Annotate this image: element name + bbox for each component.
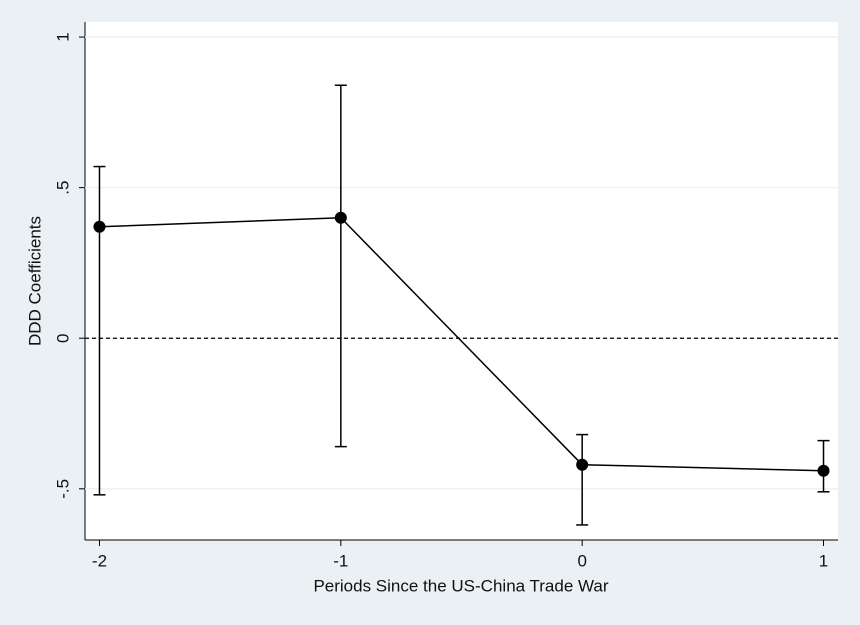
y-axis-title: DDD Coefficients xyxy=(25,216,44,346)
y-tick-label: .5 xyxy=(53,181,72,195)
data-point xyxy=(334,211,347,224)
x-tick-label: -2 xyxy=(92,551,107,570)
data-point xyxy=(93,220,106,233)
x-tick-label: -1 xyxy=(333,551,348,570)
series-line xyxy=(99,216,824,472)
x-axis-title: Periods Since the US-China Trade War xyxy=(313,576,608,595)
plot-area xyxy=(85,22,838,540)
x-tick-label: 1 xyxy=(819,551,828,570)
x-tick-label: 0 xyxy=(577,551,586,570)
y-tick-label: 1 xyxy=(53,32,72,41)
y-tick-label: -.5 xyxy=(53,479,72,499)
y-tick-label: 0 xyxy=(53,333,72,342)
data-point xyxy=(576,458,589,471)
data-point xyxy=(817,464,830,477)
